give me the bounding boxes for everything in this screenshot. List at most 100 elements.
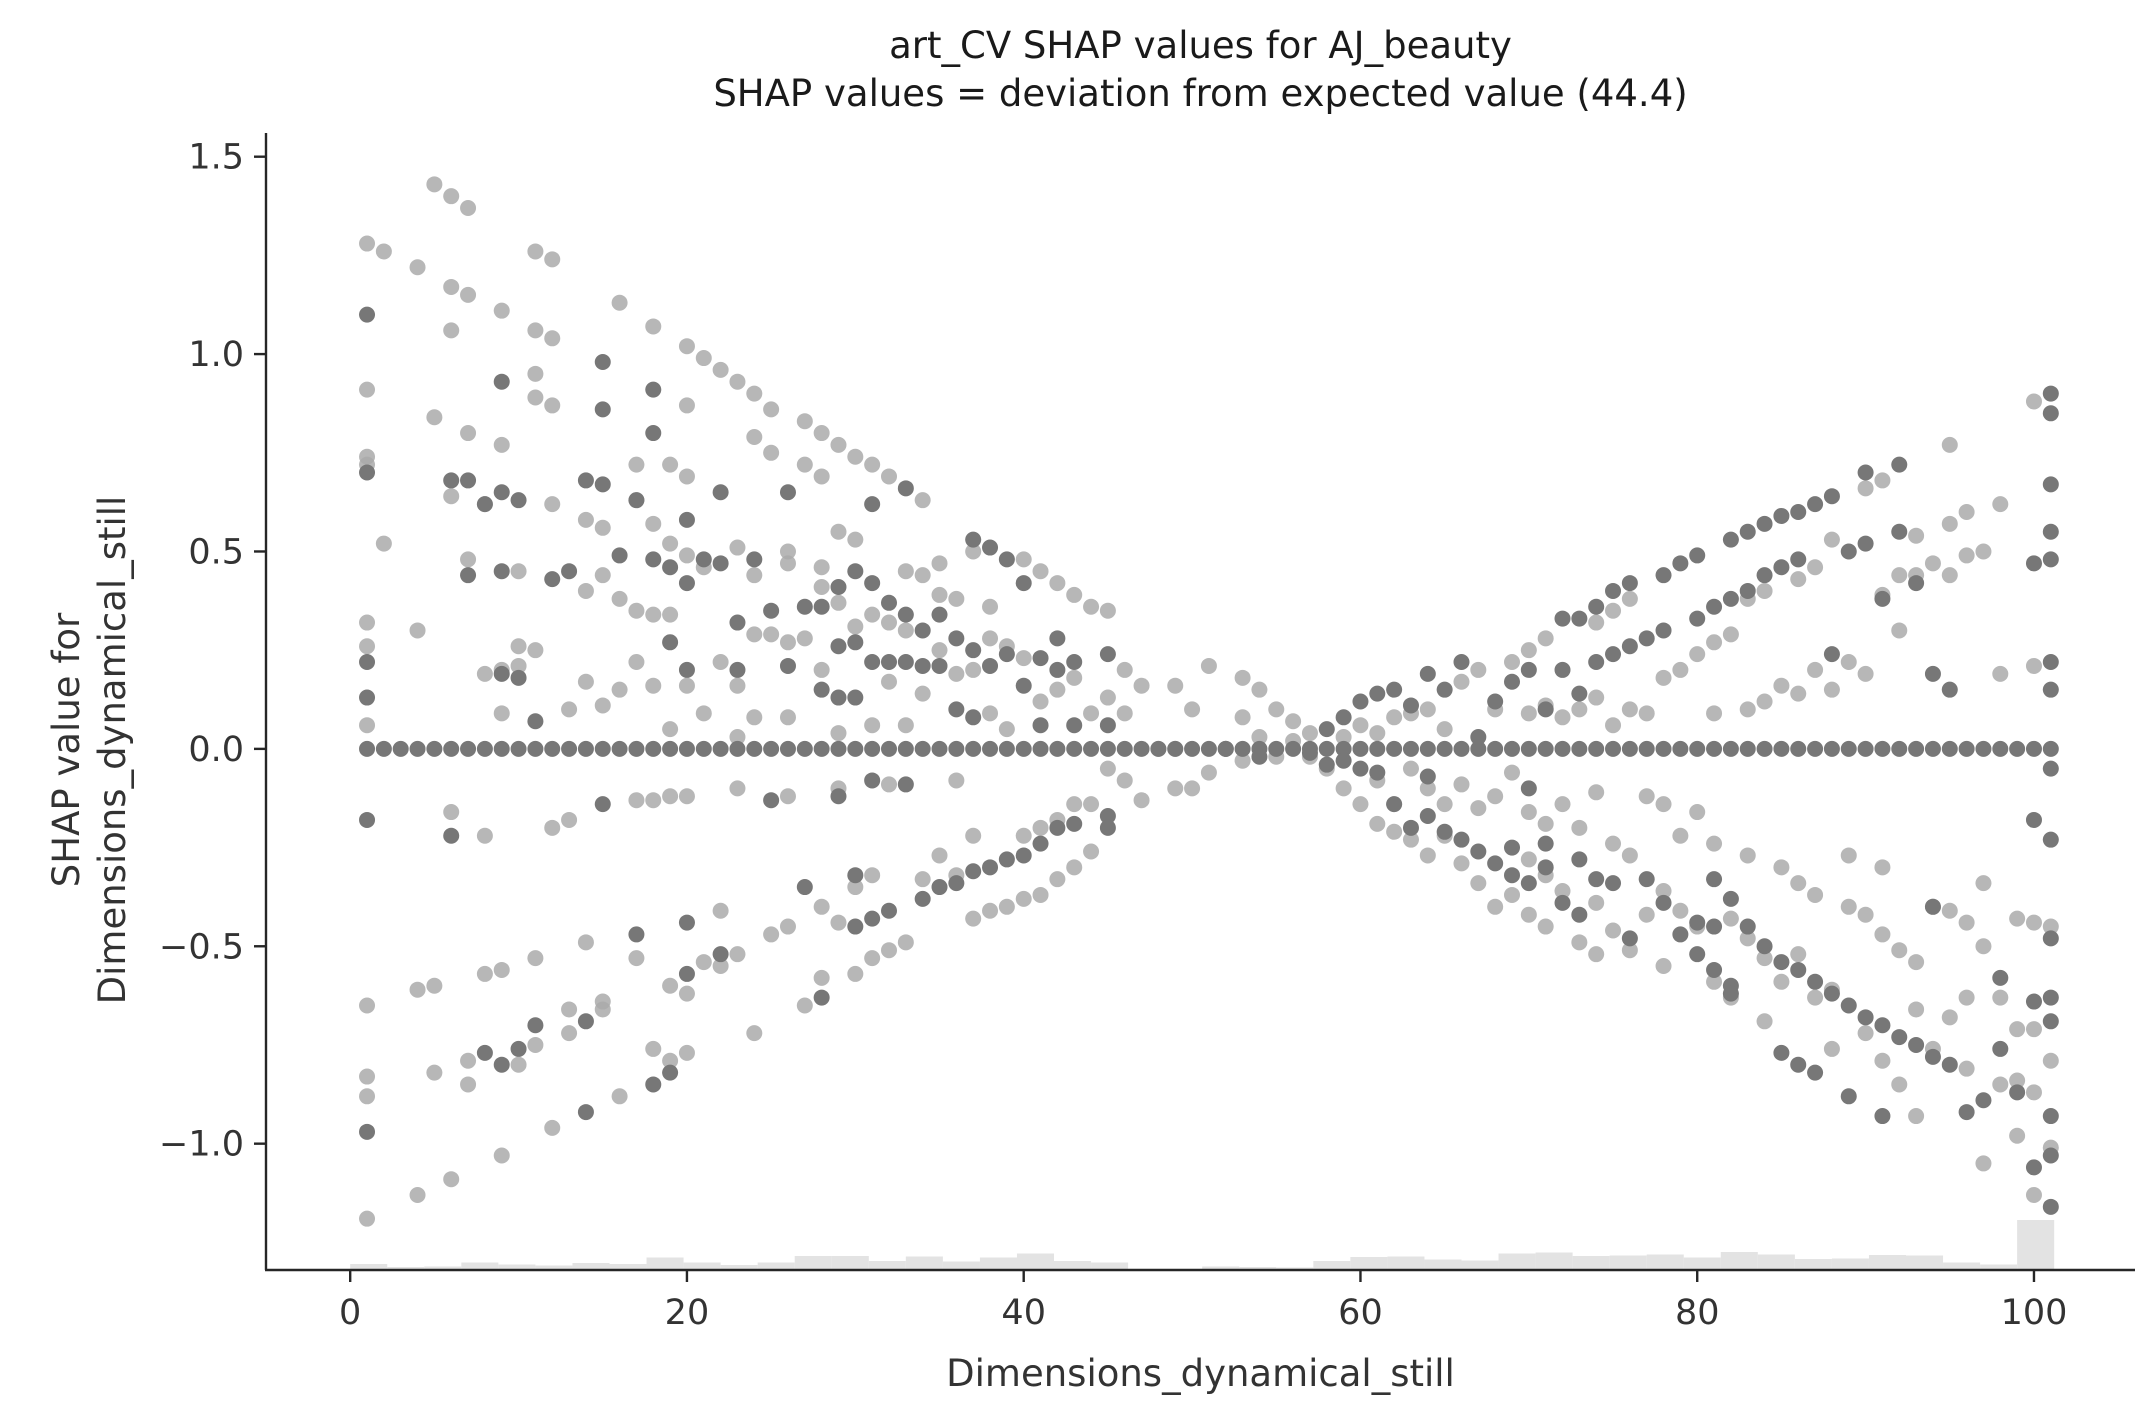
data-point: [1133, 677, 1150, 694]
data-point: [662, 559, 679, 576]
data-point: [1268, 740, 1285, 757]
data-point: [1773, 954, 1790, 971]
histogram-bar: [1016, 1253, 1055, 1270]
data-point: [1857, 665, 1874, 682]
data-point: [493, 740, 510, 757]
data-point: [1504, 867, 1520, 884]
y-ticks: 1.5 1.0 0.5 0.0 −0.5 −1.0: [159, 138, 266, 1165]
data-point: [813, 661, 830, 678]
data-point: [847, 689, 864, 706]
data-point: [729, 729, 746, 746]
data-point: [2025, 993, 2042, 1010]
data-point: [1790, 961, 1807, 978]
data-point: [476, 827, 493, 844]
data-point: [1908, 954, 1925, 971]
data-point: [1032, 740, 1049, 757]
data-point: [2009, 740, 2026, 757]
data-point: [1840, 997, 1857, 1014]
data-point: [662, 788, 679, 805]
data-point: [2025, 914, 2042, 931]
data-point: [1621, 575, 1638, 592]
data-point: [2042, 760, 2059, 777]
data-point: [1823, 740, 1840, 757]
data-point: [375, 740, 392, 757]
data-point: [1756, 567, 1773, 584]
data-point: [1571, 685, 1588, 702]
data-point: [460, 425, 477, 442]
data-point: [510, 1040, 527, 1057]
data-point: [1571, 610, 1588, 627]
data-point: [678, 914, 695, 931]
data-point: [1706, 918, 1723, 935]
data-point: [577, 582, 594, 599]
data-point: [1402, 831, 1419, 848]
data-point: [1722, 590, 1739, 607]
data-point: [779, 543, 796, 560]
data-point: [1369, 740, 1386, 757]
data-point: [1554, 796, 1571, 813]
data-point: [678, 740, 695, 757]
data-point: [1790, 685, 1807, 702]
data-point: [460, 740, 477, 757]
data-point: [1924, 898, 1941, 915]
histogram-bar: [1646, 1254, 1684, 1270]
data-point: [1419, 740, 1436, 757]
data-point: [1706, 740, 1723, 757]
data-point: [796, 740, 813, 757]
data-point: [948, 630, 965, 647]
data-point: [1638, 871, 1655, 888]
data-point: [443, 804, 460, 821]
data-point: [729, 677, 746, 694]
data-point: [830, 638, 847, 655]
data-point: [948, 772, 965, 789]
data-point: [914, 492, 931, 509]
data-point: [1857, 480, 1874, 497]
data-point: [1066, 669, 1083, 686]
data-point: [1099, 717, 1116, 734]
data-point: [1032, 650, 1049, 667]
data-point: [645, 551, 662, 568]
data-point: [1520, 642, 1537, 659]
data-point: [847, 618, 864, 635]
data-point: [2009, 1084, 2026, 1101]
data-point: [1537, 630, 1554, 647]
data-point: [493, 665, 510, 682]
data-point: [2025, 657, 2042, 674]
data-point: [577, 1104, 594, 1121]
data-point: [375, 535, 392, 552]
data-point: [1234, 740, 1251, 757]
y-tick-label: 0.5: [188, 532, 244, 572]
data-point: [914, 657, 931, 674]
data-point: [1739, 930, 1756, 947]
data-point: [796, 456, 813, 473]
data-point: [914, 685, 931, 702]
data-point: [1689, 646, 1706, 663]
data-point: [493, 373, 510, 390]
histogram-bar: [979, 1257, 1017, 1270]
data-point: [1116, 772, 1133, 789]
data-point: [847, 740, 864, 757]
data-point: [678, 338, 695, 355]
data-point: [1588, 654, 1605, 671]
data-point: [1049, 681, 1066, 698]
data-point: [1318, 721, 1335, 738]
data-point: [443, 472, 460, 489]
data-point: [864, 717, 881, 734]
data-point: [2042, 930, 2059, 947]
x-tick-label: 40: [1001, 1293, 1046, 1333]
data-point: [460, 200, 477, 217]
data-point: [1807, 661, 1824, 678]
data-point: [864, 950, 881, 967]
data-point: [813, 468, 830, 485]
data-point: [678, 575, 695, 592]
data-point: [544, 571, 561, 588]
data-point: [1672, 902, 1689, 919]
data-point: [1083, 740, 1100, 757]
data-point: [998, 551, 1015, 568]
data-point: [1487, 693, 1504, 710]
data-point: [2025, 1159, 2042, 1176]
data-point: [1924, 740, 1941, 757]
data-point: [1352, 717, 1369, 734]
data-point: [611, 1088, 628, 1105]
data-point: [2025, 1021, 2042, 1038]
